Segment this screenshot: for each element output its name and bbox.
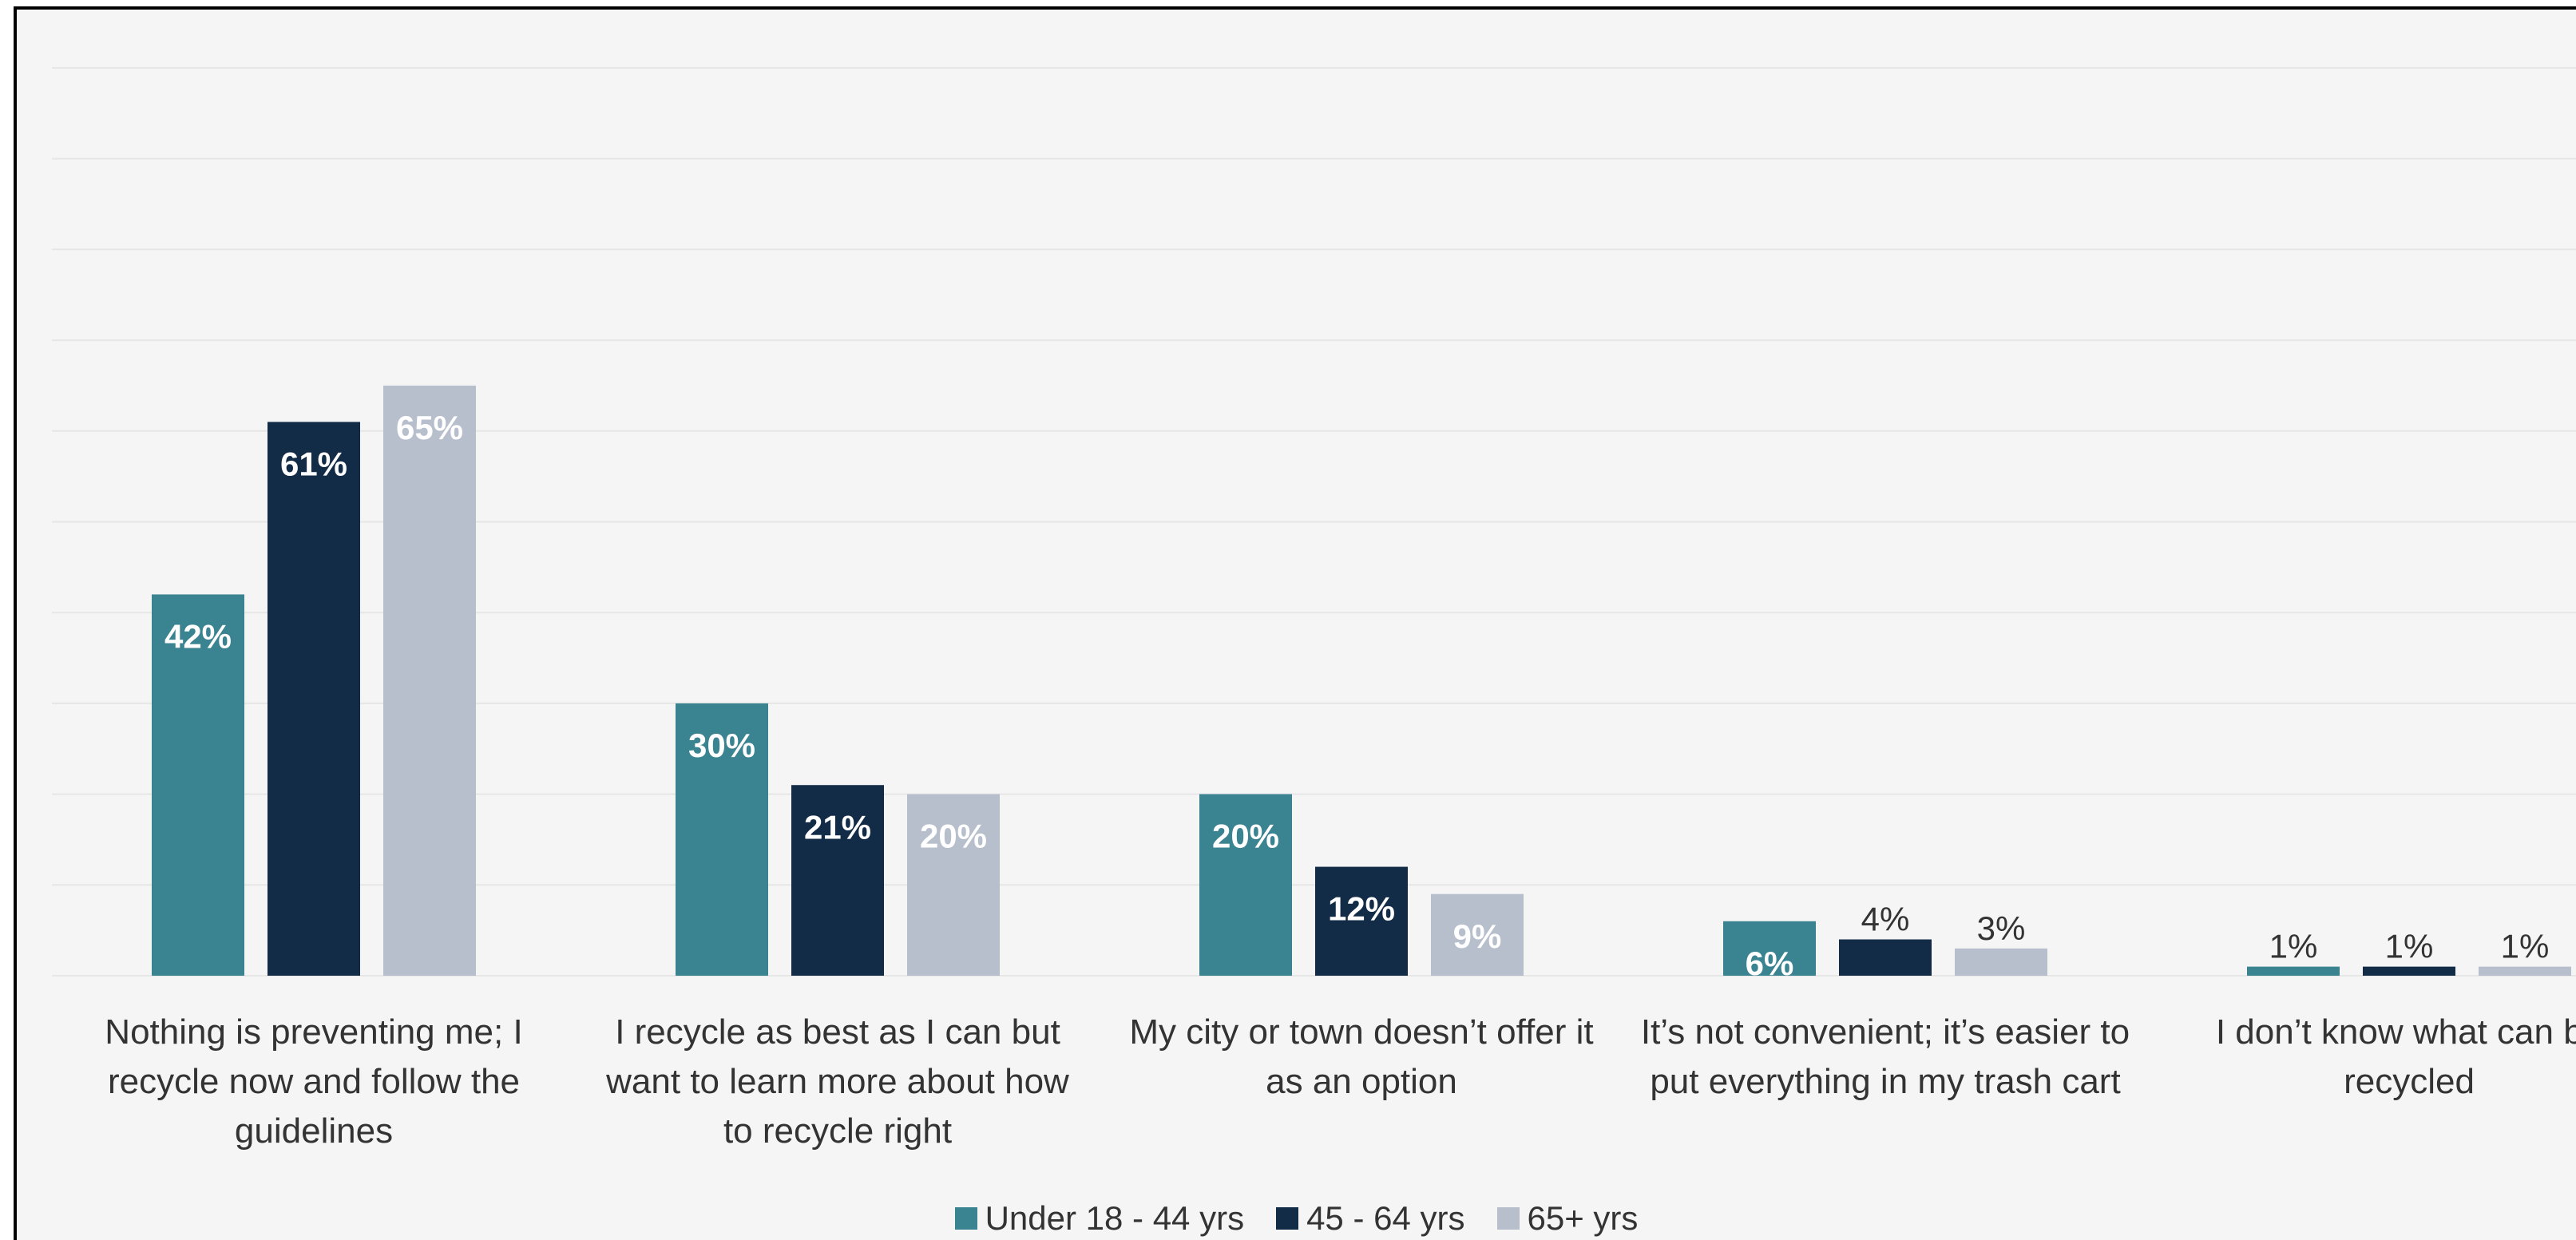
data-label: 1% [2269,928,2318,965]
data-label: 1% [2385,928,2434,965]
legend-swatch [1276,1207,1299,1230]
data-label: 21% [804,808,871,846]
legend: Under 18 - 44 yrs 45 - 64 yrs 65+ yrs [17,1199,2576,1238]
x-tick-label: It’s not convenient; it’s easier to put … [1640,1012,2130,1101]
bar [383,385,476,976]
bar [791,785,884,976]
legend-label: 45 - 64 yrs [1306,1199,1465,1237]
bar [1955,948,2047,976]
x-tick-label: My city or town doesn’t offer it as an o… [1129,1012,1594,1101]
bar [1723,921,1816,976]
data-label: 61% [280,446,347,483]
data-label: 3% [1977,909,2026,947]
data-label: 65% [396,409,463,446]
chart-frame: 42% 61% 65% 30% 21% 20% 20% 12% 9% 6% 4% 3% 1% 1% 1% U… [14,6,2576,1240]
legend-swatch [1496,1207,1520,1230]
bar [2247,966,2340,976]
x-tick-label: I don’t know what can be recycled [2215,1012,2576,1101]
data-label: 20% [1212,818,1279,855]
data-label: 9% [1453,917,1502,955]
x-tick-label: Nothing is preventing me; I recycle now … [105,1012,523,1151]
data-label: 20% [920,818,987,855]
legend-label: 65+ yrs [1527,1199,1639,1237]
legend-item: 65+ yrs [1496,1199,1639,1238]
bar [1315,866,1408,976]
bar [907,794,1000,976]
bar [2479,966,2571,976]
bar [2363,966,2455,976]
legend-label: Under 18 - 44 yrs [985,1199,1245,1237]
bar [1199,794,1292,976]
x-tick-label: I recycle as best as I can but want to l… [606,1012,1069,1151]
chart: 42% 61% 65% 30% 21% 20% 20% 12% 9% 6% 4% 3% 1% 1% 1% [52,67,2576,982]
bar [1839,939,1932,976]
data-label: 12% [1328,890,1395,928]
legend-item: 45 - 64 yrs [1276,1199,1465,1238]
data-label: 6% [1746,945,1794,982]
bar [268,422,360,976]
bar [152,594,244,976]
data-label: 1% [2501,928,2550,965]
data-label: 4% [1861,901,1910,938]
data-label: 42% [164,618,232,656]
bar [676,703,768,976]
data-label: 30% [688,727,755,764]
legend-swatch [954,1207,977,1230]
legend-item: Under 18 - 44 yrs [954,1199,1245,1238]
bar [1431,893,1524,976]
